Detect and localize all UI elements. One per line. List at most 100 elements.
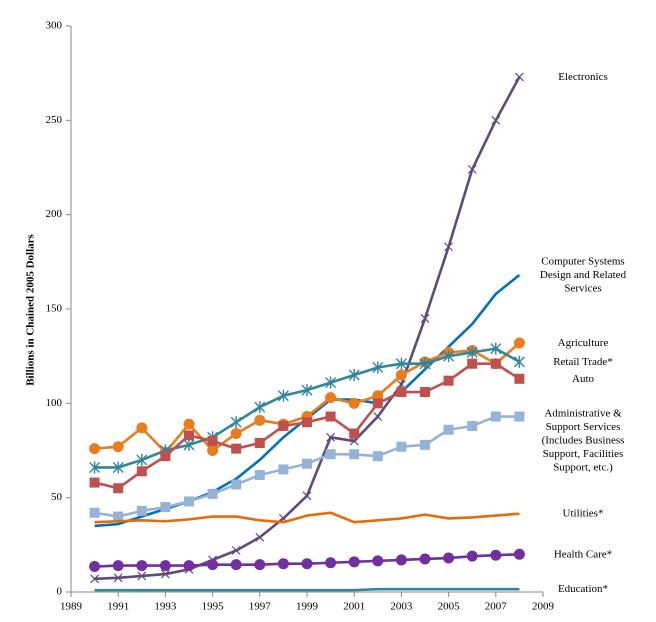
point [372,451,383,462]
point [89,507,100,518]
series-label: Health Care* [554,548,612,560]
y-tick-label: 200 [46,208,63,220]
point [137,571,147,581]
point [395,554,407,566]
series [89,358,525,494]
point [513,548,525,560]
series [89,548,525,573]
point [302,417,312,428]
series-label: Electronics [558,70,607,82]
point [514,411,525,422]
point [277,389,289,402]
point [113,511,124,522]
point [90,574,100,584]
point [513,337,525,349]
point [349,428,360,439]
point [325,449,336,460]
point [136,505,147,516]
point [348,369,360,382]
point [467,420,478,431]
point [420,314,430,323]
x-tick-label: 1997 [249,601,272,613]
point [444,242,454,252]
point [89,477,100,488]
point [112,560,124,572]
series-line [94,587,520,592]
point [490,549,502,561]
series-label: Auto [572,372,595,384]
x-tick-label: 1999 [296,601,319,613]
point [514,373,525,384]
point [372,361,384,374]
point [159,560,171,572]
point [231,443,242,454]
point [467,164,477,174]
point [278,464,289,475]
point [348,556,360,568]
x-tick-label: 1991 [107,601,129,613]
point [396,441,407,452]
point [420,439,430,450]
series-label: Utilities* [563,507,604,519]
point [349,449,360,460]
series-label: Administrative & Support Services (Include… [542,407,625,473]
series [90,72,524,584]
series [94,511,520,524]
point [419,357,431,370]
series-label: Agriculture [558,336,609,348]
point [113,483,124,494]
x-tick-label: 2003 [390,601,413,613]
point [160,569,170,579]
point [183,438,195,451]
x-tick-label: 2009 [532,601,555,613]
point [443,350,455,363]
point [160,502,171,513]
point [254,470,265,481]
point [207,559,219,571]
point [231,546,241,555]
point [443,552,455,564]
x-tick-label: 1993 [154,601,177,613]
point [348,397,360,409]
point [136,422,148,434]
point [466,346,478,359]
point [160,451,171,462]
point [467,358,478,369]
point [443,424,454,435]
point [230,428,242,440]
point [326,432,336,442]
point [395,357,407,370]
y-tick-label: 0 [57,586,63,598]
point [113,573,123,583]
point [372,555,384,567]
point [183,560,195,572]
point [255,532,265,542]
point [490,411,501,422]
point [301,384,313,397]
point [302,491,312,501]
y-tick-label: 50 [51,491,63,503]
series-label: Education* [558,583,608,595]
x-tick-label: 2001 [343,601,365,613]
series [94,274,521,528]
point [302,458,312,469]
point [301,558,313,570]
point [443,375,454,386]
series-line [94,511,520,524]
series-line [94,347,521,469]
point [136,466,147,477]
series-label: Computer Systems Design and Related Servic… [540,255,627,294]
point [184,430,194,441]
point [89,461,101,474]
point [207,445,219,456]
point [395,369,407,381]
y-tick-label: 150 [46,303,63,315]
point [466,550,478,562]
point [325,392,337,404]
x-tick-label: 1995 [202,601,225,613]
x-tick-label: 1989 [60,601,83,613]
point [254,559,266,571]
point [184,496,194,507]
point [207,436,218,447]
point [491,115,501,125]
